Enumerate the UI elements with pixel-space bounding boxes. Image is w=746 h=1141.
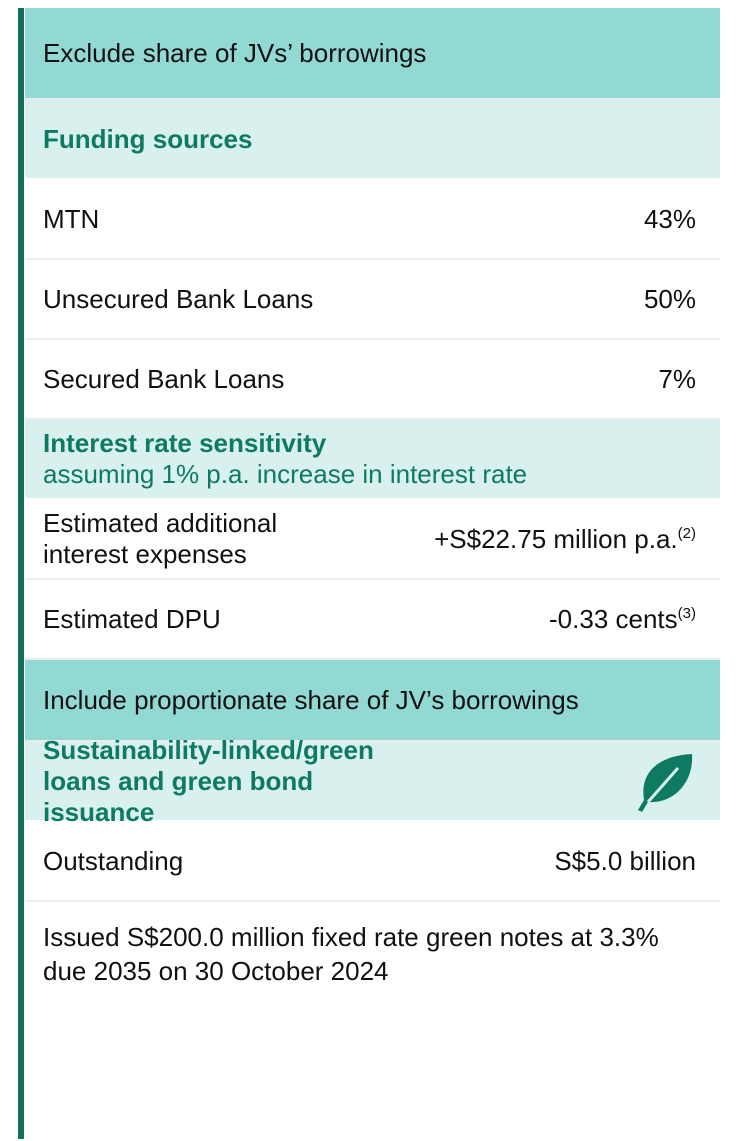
data-row: Secured Bank Loans 7% xyxy=(25,340,720,420)
row-note: (2) xyxy=(677,524,696,542)
row-label: Estimated DPU xyxy=(43,603,221,634)
row-note: (3) xyxy=(677,604,696,622)
row-value-text: S$5.0 billion xyxy=(554,845,696,876)
footnote-text: Issued S$200.0 million fixed rate green … xyxy=(43,922,659,986)
row-value: S$5.0 billion xyxy=(554,846,696,877)
row-value: 7% xyxy=(658,364,696,395)
row-value-text: +S$22.75 million p.a. xyxy=(434,523,678,554)
row-value-text: -0.33 cents xyxy=(549,603,678,634)
group-header: Sustainability-linked/green loans and gr… xyxy=(25,735,720,827)
row-label: Estimated additional interest expenses xyxy=(43,508,278,569)
row-label: Secured Bank Loans xyxy=(43,363,285,394)
row-value: -0.33 cents(3) xyxy=(549,604,696,635)
row-label: MTN xyxy=(43,203,100,234)
row-value: +S$22.75 million p.a.(2) xyxy=(434,524,696,555)
group-title-wrap: Interest rate sensitivity assuming 1% p.a… xyxy=(43,428,527,490)
group-title-wrap: Funding sources xyxy=(43,124,252,155)
data-row: MTN 43% xyxy=(25,180,720,260)
row-value: 43% xyxy=(644,204,696,235)
group-header: Interest rate sensitivity assuming 1% p.a… xyxy=(25,420,720,500)
row-value-text: 50% xyxy=(643,283,696,314)
section-header: Exclude share of JVs’ borrowings xyxy=(25,8,720,100)
group-title: Interest rate sensitivity xyxy=(43,428,327,458)
data-row: Unsecured Bank Loans 50% xyxy=(25,260,720,340)
data-row: Outstanding S$5.0 billion xyxy=(25,822,720,902)
group-title: Sustainability-linked/green loans and gr… xyxy=(43,734,374,827)
panel: Exclude share of JVs’ borrowings Funding … xyxy=(25,8,720,1141)
group-subtitle: assuming 1% p.a. increase in interest ra… xyxy=(43,459,528,489)
section-title: Include proportionate share of JV’s borr… xyxy=(43,684,579,715)
section-title: Exclude share of JVs’ borrowings xyxy=(43,37,427,68)
row-label: Outstanding xyxy=(43,845,184,876)
section-header: Include proportionate share of JV’s borr… xyxy=(25,660,720,742)
row-label: Unsecured Bank Loans xyxy=(43,283,314,314)
row-value: 50% xyxy=(644,284,696,315)
accent-bar xyxy=(18,8,24,1139)
group-header: Funding sources xyxy=(25,100,720,180)
data-row: Estimated DPU -0.33 cents(3) xyxy=(25,580,720,660)
data-row: Estimated additional interest expenses +S… xyxy=(25,500,720,580)
group-title: Funding sources xyxy=(43,123,253,154)
row-value-text: 7% xyxy=(658,363,696,394)
leaf-icon xyxy=(638,754,693,812)
group-title-wrap: Sustainability-linked/green loans and gr… xyxy=(43,735,403,828)
row-value-text: 43% xyxy=(643,203,696,234)
footnote: Issued S$200.0 million fixed rate green … xyxy=(25,902,720,1141)
